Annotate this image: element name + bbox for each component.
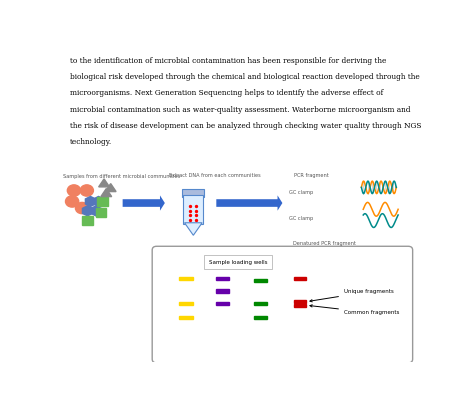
FancyBboxPatch shape (182, 188, 204, 197)
Circle shape (65, 196, 79, 207)
Text: Sample loading wells: Sample loading wells (209, 260, 267, 265)
Text: GC clamp: GC clamp (289, 216, 313, 221)
Circle shape (67, 185, 81, 196)
Polygon shape (184, 223, 202, 235)
FancyBboxPatch shape (82, 216, 93, 225)
Text: microbial contamination such as water-quality assessment. Waterborne microorgani: microbial contamination such as water-qu… (70, 105, 411, 114)
Text: biological risk developed through the chemical and biological reaction developed: biological risk developed through the ch… (70, 73, 420, 81)
Text: Common fragments: Common fragments (310, 305, 399, 315)
FancyBboxPatch shape (183, 195, 203, 224)
FancyBboxPatch shape (96, 208, 106, 217)
FancyBboxPatch shape (179, 276, 193, 280)
Text: Extract DNA from each communities: Extract DNA from each communities (169, 173, 261, 177)
FancyBboxPatch shape (294, 304, 306, 306)
FancyBboxPatch shape (179, 302, 193, 305)
FancyBboxPatch shape (152, 246, 413, 363)
Text: microorganisms. Next Generation Sequencing helps to identify the adverse effect : microorganisms. Next Generation Sequenci… (70, 89, 383, 97)
FancyBboxPatch shape (216, 276, 229, 280)
FancyBboxPatch shape (294, 276, 306, 280)
FancyBboxPatch shape (294, 300, 306, 303)
FancyBboxPatch shape (179, 316, 193, 319)
FancyBboxPatch shape (216, 289, 229, 293)
Text: the risk of disease development can be analyzed through checking water quality t: the risk of disease development can be a… (70, 122, 422, 130)
Text: PCR fragment: PCR fragment (294, 173, 329, 177)
FancyBboxPatch shape (254, 316, 267, 319)
Text: technology.: technology. (70, 138, 112, 146)
Text: GC clamp: GC clamp (289, 190, 313, 195)
FancyBboxPatch shape (254, 279, 267, 282)
Text: to the identification of microbial contamination has been responsible for derivi: to the identification of microbial conta… (70, 57, 387, 65)
FancyBboxPatch shape (216, 302, 229, 305)
Circle shape (80, 185, 93, 196)
Text: Samples from different microbial communities: Samples from different microbial communi… (63, 174, 180, 179)
Text: Unique fragments: Unique fragments (310, 289, 394, 302)
FancyBboxPatch shape (254, 302, 267, 305)
Circle shape (75, 202, 89, 214)
Text: Denatured PCR fragment: Denatured PCR fragment (292, 241, 356, 246)
FancyBboxPatch shape (98, 197, 108, 206)
